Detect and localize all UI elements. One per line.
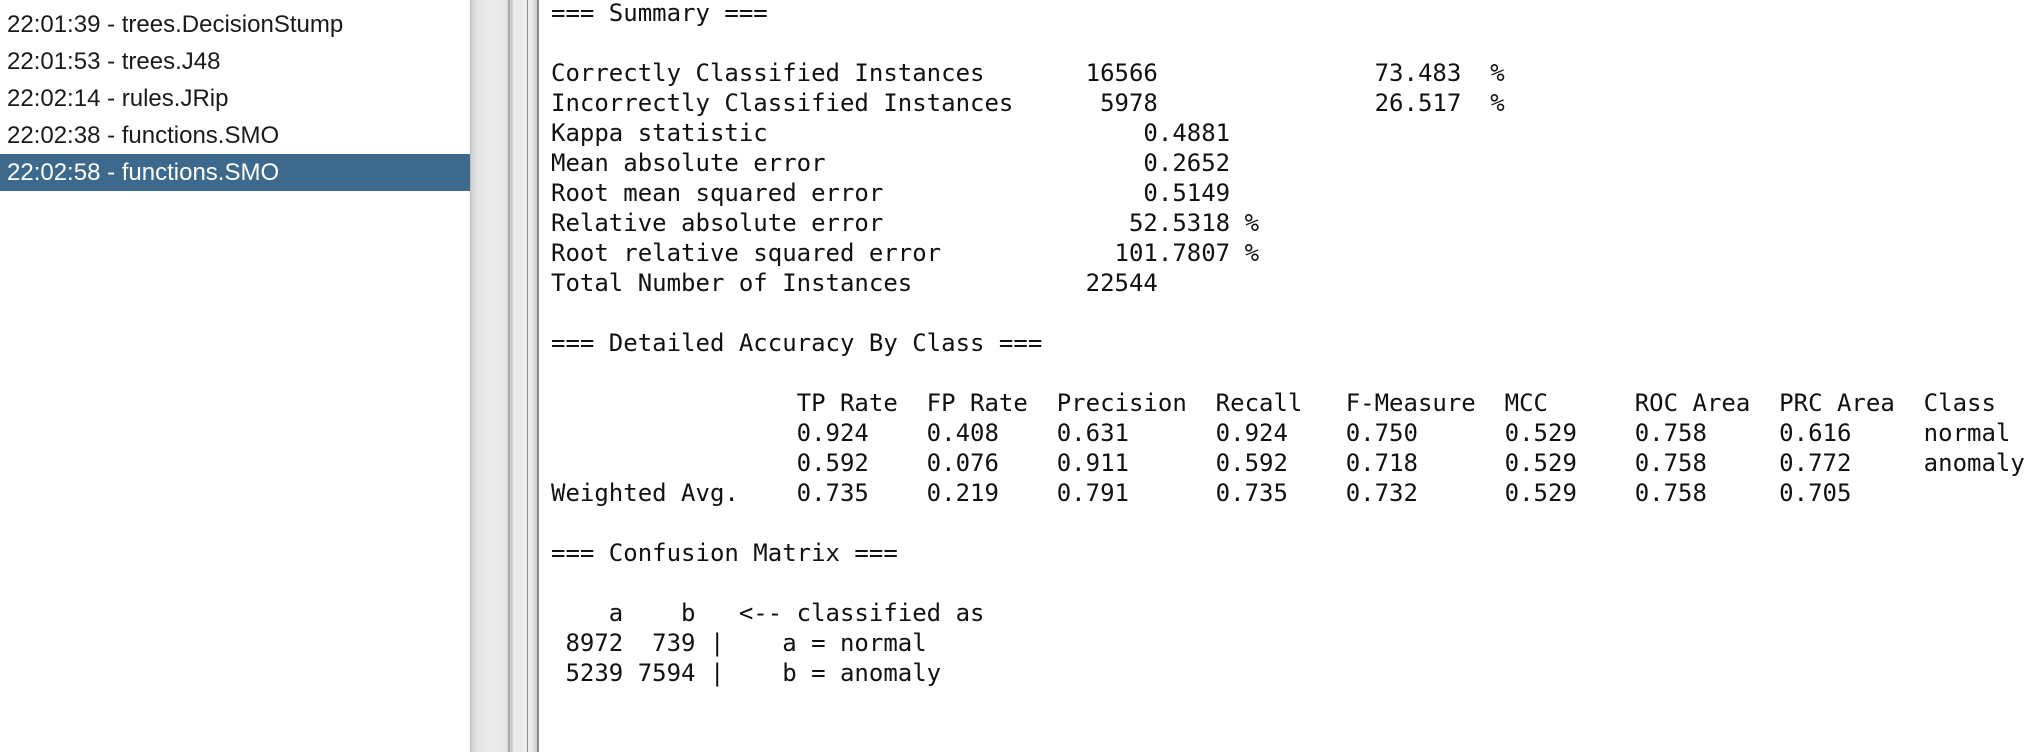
output-line: TP Rate FP Rate Precision Recall F-Measu… — [551, 389, 1996, 417]
output-line: Mean absolute error 0.2652 — [551, 149, 1231, 177]
classifier-output-panel[interactable]: ... === Summary === Correctly Classified… — [537, 0, 2040, 752]
output-line: === Detailed Accuracy By Class === — [551, 329, 1043, 357]
output-line: Correctly Classified Instances 16566 73.… — [551, 59, 1505, 87]
output-line: Relative absolute error 52.5318 % — [551, 209, 1260, 237]
result-list-item[interactable]: 22:02:14 - rules.JRip — [7, 85, 229, 112]
output-line: 5239 7594 | b = anomaly — [551, 659, 942, 687]
result-list-item[interactable]: 22:01:53 - trees.J48 — [7, 48, 221, 75]
splitter-edge — [527, 0, 528, 752]
output-line: Root mean squared error 0.5149 — [551, 179, 1231, 207]
result-list-item[interactable]: 22:01:39 - trees.DecisionStump — [7, 11, 344, 38]
classifier-output-text: ... === Summary === Correctly Classified… — [551, 0, 2025, 688]
splitter-grip — [508, 0, 510, 752]
output-line: === Summary === — [551, 0, 768, 27]
result-history-list[interactable]: 22:01:39 - trees.DecisionStump 22:01:53 … — [0, 0, 471, 752]
output-line: a b <-- classified as — [551, 599, 985, 627]
panel-splitter[interactable] — [471, 0, 537, 752]
output-line: 0.924 0.408 0.631 0.924 0.750 0.529 0.75… — [551, 419, 2011, 447]
output-line: === Confusion Matrix === — [551, 539, 898, 567]
output-line: Total Number of Instances 22544 — [551, 269, 1231, 297]
result-list-item-selected[interactable]: 22:02:58 - functions.SMO — [0, 154, 470, 191]
output-line: 0.592 0.076 0.911 0.592 0.718 0.529 0.75… — [551, 449, 2025, 477]
output-line: Kappa statistic 0.4881 — [551, 119, 1231, 147]
output-line: Weighted Avg. 0.735 0.219 0.791 0.735 0.… — [551, 479, 1924, 507]
output-line: 8972 739 | a = normal — [551, 629, 927, 657]
result-list-item[interactable]: 22:02:38 - functions.SMO — [7, 122, 280, 149]
output-line: Incorrectly Classified Instances 5978 26… — [551, 89, 1505, 117]
output-line: Root relative squared error 101.7807 % — [551, 239, 1260, 267]
